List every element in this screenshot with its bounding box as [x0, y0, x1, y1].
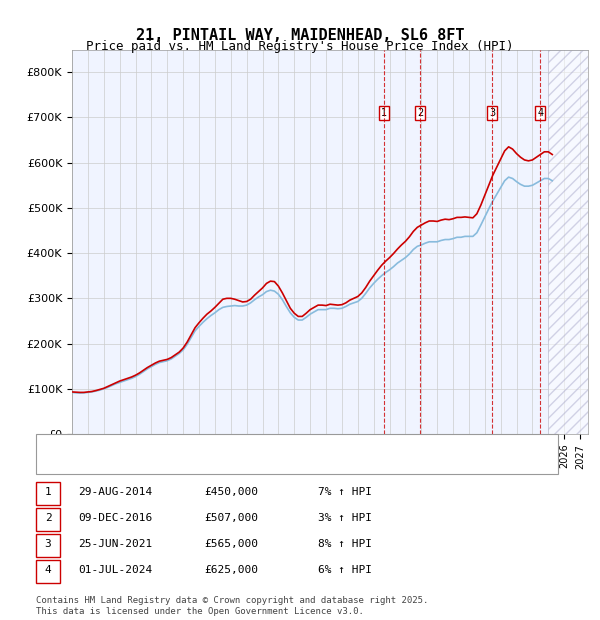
Text: 3% ↑ HPI: 3% ↑ HPI — [318, 513, 372, 523]
Text: £450,000: £450,000 — [204, 487, 258, 497]
Bar — [548, 50, 588, 434]
Text: 8% ↑ HPI: 8% ↑ HPI — [318, 539, 372, 549]
Text: 01-JUL-2024: 01-JUL-2024 — [78, 565, 152, 575]
Text: Contains HM Land Registry data © Crown copyright and database right 2025.
This d: Contains HM Land Registry data © Crown c… — [36, 596, 428, 616]
Text: 21, PINTAIL WAY, MAIDENHEAD, SL6 8FT: 21, PINTAIL WAY, MAIDENHEAD, SL6 8FT — [136, 28, 464, 43]
Text: 4: 4 — [44, 565, 52, 575]
Text: 1: 1 — [381, 108, 387, 118]
Text: 29-AUG-2014: 29-AUG-2014 — [78, 487, 152, 497]
Text: £565,000: £565,000 — [204, 539, 258, 549]
Text: 4: 4 — [538, 108, 544, 118]
Text: 09-DEC-2016: 09-DEC-2016 — [78, 513, 152, 523]
Text: 6% ↑ HPI: 6% ↑ HPI — [318, 565, 372, 575]
Text: 2: 2 — [417, 108, 424, 118]
Text: £625,000: £625,000 — [204, 565, 258, 575]
Text: 2: 2 — [44, 513, 52, 523]
Text: 3: 3 — [490, 108, 496, 118]
Text: £507,000: £507,000 — [204, 513, 258, 523]
Text: 21, PINTAIL WAY, MAIDENHEAD, SL6 8FT (semi-detached house): 21, PINTAIL WAY, MAIDENHEAD, SL6 8FT (se… — [87, 440, 428, 450]
Text: 25-JUN-2021: 25-JUN-2021 — [78, 539, 152, 549]
Text: Price paid vs. HM Land Registry's House Price Index (HPI): Price paid vs. HM Land Registry's House … — [86, 40, 514, 53]
Text: HPI: Average price, semi-detached house, Windsor and Maidenhead: HPI: Average price, semi-detached house,… — [87, 459, 457, 469]
Text: 1: 1 — [44, 487, 52, 497]
Text: 3: 3 — [44, 539, 52, 549]
Text: 7% ↑ HPI: 7% ↑ HPI — [318, 487, 372, 497]
